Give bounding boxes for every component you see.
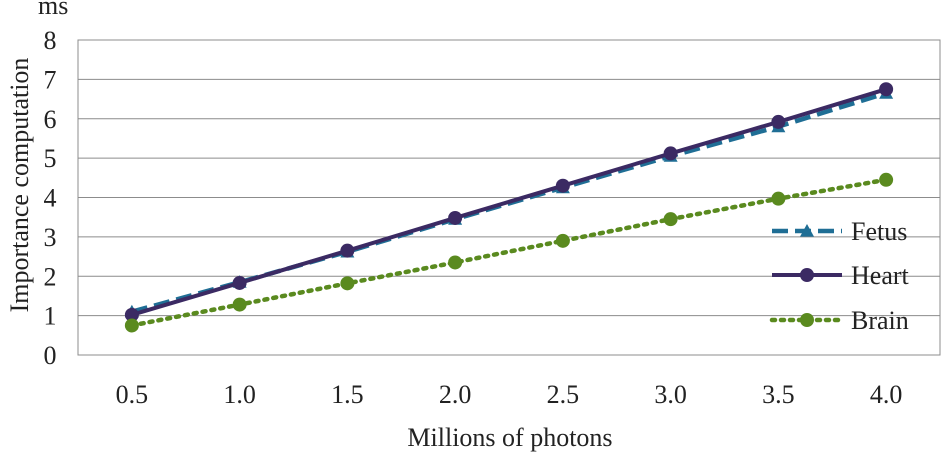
gridlines (78, 78, 940, 317)
data-point-heart (448, 210, 463, 225)
y-axis-title: Importance computation (5, 58, 34, 313)
series-line-brain (129, 177, 889, 328)
legend-swatch-marker (800, 313, 814, 327)
data-point-brain (771, 191, 786, 206)
legend-label: Brain (851, 306, 909, 335)
data-point-heart (663, 146, 678, 161)
x-axis-title: Millions of photons (407, 423, 612, 452)
data-point-brain (879, 172, 894, 187)
legend-label: Heart (851, 261, 910, 290)
x-tick-label: 4.0 (870, 380, 903, 409)
data-point-heart (879, 82, 894, 97)
y-unit-label: ms (38, 0, 68, 20)
x-tick-label: 0.5 (116, 380, 149, 409)
series-brain (124, 172, 894, 333)
y-tick-label: 3 (44, 223, 57, 252)
data-point-brain (663, 212, 678, 227)
y-tick-label: 4 (44, 184, 57, 213)
series-line-heart (131, 87, 887, 317)
y-tick-label: 1 (44, 302, 57, 331)
series-group (124, 82, 894, 333)
x-tick-label: 3.0 (654, 380, 687, 409)
data-point-brain (124, 318, 139, 333)
y-tick-label: 0 (44, 341, 57, 370)
series-heart (124, 82, 894, 322)
y-tick-label: 2 (44, 262, 57, 291)
data-point-heart (232, 275, 247, 290)
y-tick-label: 7 (44, 65, 57, 94)
data-point-brain (232, 297, 247, 312)
x-tick-label: 1.5 (331, 380, 364, 409)
data-point-heart (771, 114, 786, 129)
legend-label: Fetus (851, 217, 907, 246)
legend-item-brain: Brain (769, 306, 909, 335)
y-tick-label: 5 (44, 144, 57, 173)
data-point-heart (124, 307, 139, 322)
x-tick-label: 2.5 (547, 380, 580, 409)
legend: Fetus Heart Brain (769, 217, 910, 335)
data-point-brain (448, 255, 463, 270)
plot-area-border (77, 39, 941, 356)
x-tick-label: 3.5 (762, 380, 795, 409)
data-point-brain (555, 233, 570, 248)
axis-ticks: 0 1 2 3 4 5 6 7 8 0.5 1.0 1.5 2.0 2.5 3.0 3.5 4.0 (44, 26, 903, 409)
data-point-heart (555, 178, 570, 193)
legend-item-fetus: Fetus (772, 217, 907, 246)
legend-swatch-marker (800, 268, 814, 282)
x-tick-label: 2.0 (439, 380, 472, 409)
legend-swatch-marker (800, 224, 814, 237)
y-tick-label: 6 (44, 105, 57, 134)
x-tick-label: 1.0 (223, 380, 256, 409)
data-point-heart (340, 243, 355, 258)
legend-item-heart: Heart (772, 261, 910, 290)
data-point-brain (340, 276, 355, 291)
y-tick-label: 8 (44, 26, 57, 55)
